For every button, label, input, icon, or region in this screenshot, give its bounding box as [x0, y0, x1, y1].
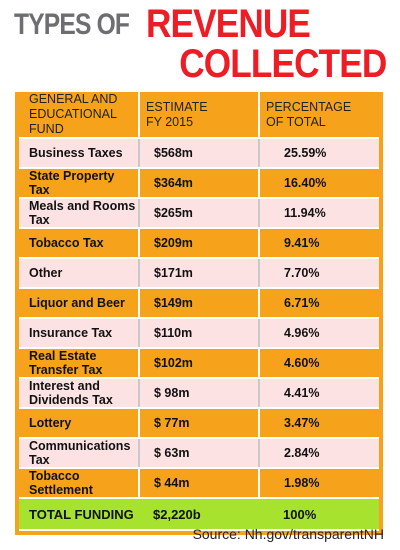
table-row: Business Taxes $568m 25.59% — [19, 138, 379, 169]
cell: 7.70% — [258, 258, 379, 289]
table-row: Insurance Tax $110m 4.96% — [19, 318, 379, 349]
total-row: TOTAL FUNDING $2,220b 100% — [19, 498, 379, 531]
cell: $364m — [138, 168, 259, 199]
cell: 4.41% — [258, 378, 379, 409]
cell: PERCENTAGE OF TOTAL — [258, 92, 379, 139]
cell: 6.71% — [258, 288, 379, 319]
table-row: State Property Tax $364m 16.40% — [19, 168, 379, 199]
cell: Real Estate Transfer Tax — [19, 348, 139, 379]
cell: Meals and Rooms Tax — [19, 198, 139, 229]
cell: Tobacco Settlement — [19, 468, 139, 499]
header-row: GENERAL AND EDUCATIONAL FUND ESTIMATE FY … — [19, 92, 379, 139]
revenue-table: GENERAL AND EDUCATIONAL FUND ESTIMATE FY … — [19, 92, 379, 531]
cell: 3.47% — [258, 408, 379, 439]
cell: 9.41% — [258, 228, 379, 259]
cell: TOTAL FUNDING — [19, 498, 139, 531]
cell: $265m — [138, 198, 259, 229]
cell: $149m — [138, 288, 259, 319]
source: Source: Nh.gov/transparentNH — [192, 526, 384, 542]
cell: Lottery — [19, 408, 139, 439]
title-part: COLLECTED — [178, 42, 387, 86]
cell: Tobacco Tax — [19, 228, 139, 259]
cell: $ 44m — [138, 468, 259, 499]
cell: 1.98% — [258, 468, 379, 499]
title-part: TYPES OF — [14, 8, 130, 41]
table-row: Liquor and Beer $149m 6.71% — [19, 288, 379, 319]
cell: 25.59% — [258, 138, 379, 169]
cell: Other — [19, 258, 139, 289]
cell: ESTIMATE FY 2015 — [138, 92, 259, 139]
table-row: Meals and Rooms Tax $265m 11.94% — [19, 198, 379, 229]
table-row: Tobacco Settlement $ 44m 1.98% — [19, 468, 379, 499]
cell: 4.60% — [258, 348, 379, 379]
cell: $ 98m — [138, 378, 259, 409]
cell: $110m — [138, 318, 259, 349]
cell: $568m — [138, 138, 259, 169]
cell: Business Taxes — [19, 138, 139, 169]
cell: $171m — [138, 258, 259, 289]
cell: $2,220b — [139, 498, 259, 531]
cell: $102m — [138, 348, 259, 379]
cell: 2.84% — [258, 438, 379, 469]
cell: Liquor and Beer — [19, 288, 139, 319]
cell: State Property Tax — [19, 168, 139, 199]
cell: Communications Tax — [19, 438, 139, 469]
cell: GENERAL AND EDUCATIONAL FUND — [19, 92, 139, 139]
cell: $209m — [138, 228, 259, 259]
cell: 4.96% — [258, 318, 379, 349]
table-row: Real Estate Transfer Tax $102m 4.60% — [19, 348, 379, 379]
cell: Interest and Dividends Tax — [19, 378, 139, 409]
table-row: Communications Tax $ 63m 2.84% — [19, 438, 379, 469]
cell: $ 77m — [138, 408, 259, 439]
cell: Insurance Tax — [19, 318, 139, 349]
table-row: Other $171m 7.70% — [19, 258, 379, 289]
table-row: Lottery $ 77m 3.47% — [19, 408, 379, 439]
cell: 100% — [259, 498, 379, 531]
cell: 11.94% — [258, 198, 379, 229]
table-frame: GENERAL AND EDUCATIONAL FUND ESTIMATE FY … — [15, 92, 383, 535]
table-row: Tobacco Tax $209m 9.41% — [19, 228, 379, 259]
title-part: REVENUE — [146, 2, 311, 46]
cell: 16.40% — [258, 168, 379, 199]
title: TYPES OF REVENUE COLLECTED — [14, 2, 387, 86]
cell: $ 63m — [138, 438, 259, 469]
table-row: Interest and Dividends Tax $ 98m 4.41% — [19, 378, 379, 409]
